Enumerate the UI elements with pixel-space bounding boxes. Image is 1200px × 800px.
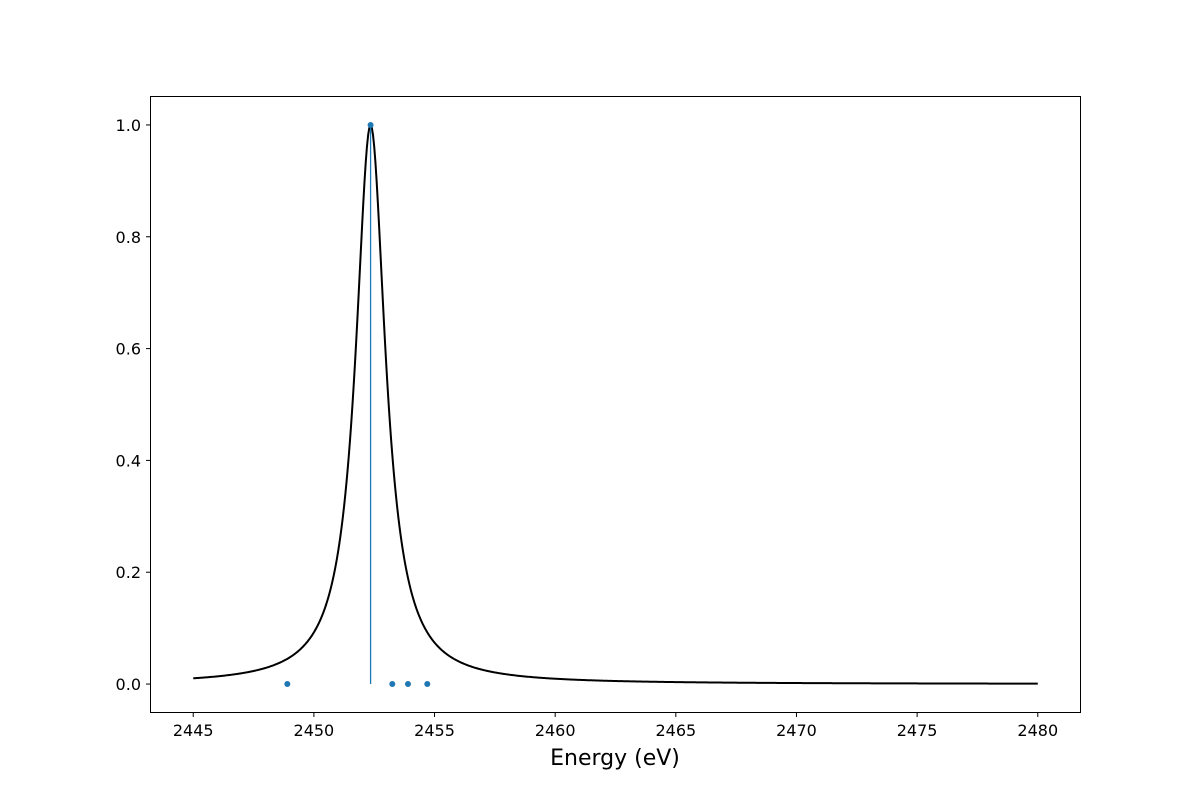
axes-frame — [150, 96, 1081, 713]
plot-content — [193, 121, 1038, 688]
y-tick-label: 0.0 — [116, 675, 141, 694]
x-axis-ticks: 2445 2450 2455 2460 2465 2470 2475 2480 — [173, 712, 1058, 740]
stem-marker — [284, 681, 291, 688]
y-axis-ticks: 0.0 0.2 0.4 0.6 0.8 1.0 — [116, 116, 151, 694]
x-tick-label: 2450 — [294, 721, 335, 740]
x-axis-label: Energy (eV) — [550, 746, 680, 771]
x-tick-label: 2480 — [1017, 721, 1058, 740]
y-tick-label: 0.2 — [116, 563, 141, 582]
stem-marker — [404, 681, 411, 688]
y-tick-label: 0.4 — [116, 451, 141, 470]
x-tick-label: 2460 — [535, 721, 576, 740]
x-tick-label: 2445 — [173, 721, 214, 740]
spectrum-curve — [193, 122, 1038, 685]
stem-marker — [367, 121, 374, 128]
x-tick-label: 2455 — [414, 721, 455, 740]
x-tick-label: 2465 — [655, 721, 696, 740]
y-tick-label: 0.8 — [116, 228, 141, 247]
y-tick-label: 0.6 — [116, 340, 141, 359]
x-tick-label: 2470 — [776, 721, 817, 740]
y-tick-label: 1.0 — [116, 116, 141, 135]
x-tick-label: 2475 — [897, 721, 938, 740]
stem-marker — [389, 681, 396, 688]
stem-marker — [424, 681, 431, 688]
